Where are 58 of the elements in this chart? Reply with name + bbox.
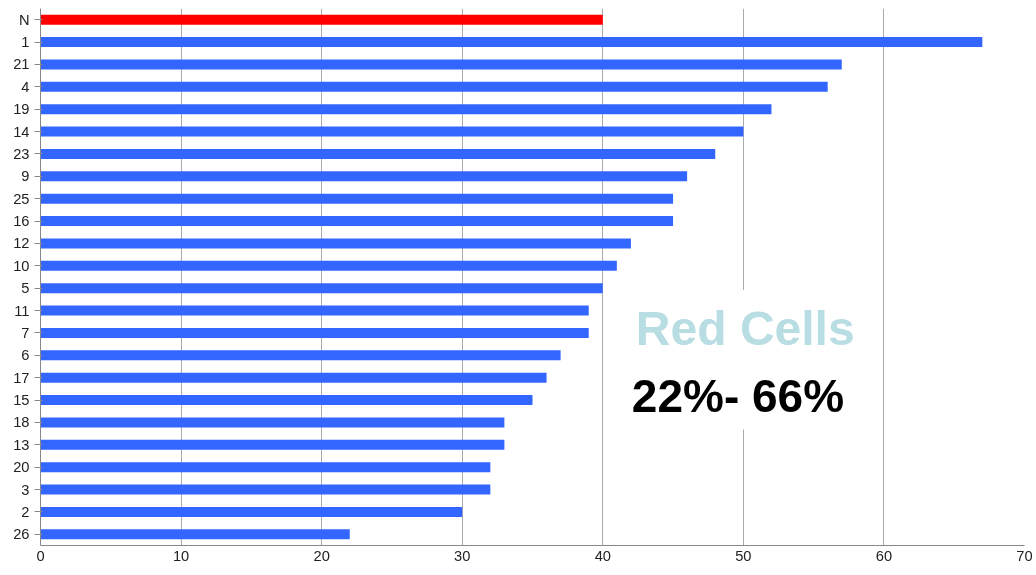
y-tick-label: 18: [13, 414, 30, 431]
y-tick-label: 21: [13, 56, 30, 73]
x-tick-label: 40: [594, 547, 611, 564]
y-tick-label: 10: [13, 257, 30, 274]
x-tick-label: 20: [313, 547, 330, 564]
y-tick-label: 13: [13, 436, 30, 453]
bar: [40, 395, 533, 406]
y-tick-label: 15: [13, 392, 30, 409]
y-tick-label: 19: [13, 101, 30, 118]
bar: [40, 37, 983, 48]
y-tick-label: 5: [21, 280, 30, 297]
bar: [40, 104, 772, 115]
bar: [40, 484, 491, 495]
y-tick-label: 16: [13, 213, 30, 230]
y-tick-label: 3: [21, 481, 30, 498]
y-tick-label: 4: [21, 78, 30, 95]
y-tick-label: 9: [21, 168, 30, 185]
bar: [40, 260, 617, 271]
bar: [40, 506, 463, 517]
bar: [40, 171, 688, 182]
y-tick-label: 17: [13, 369, 30, 386]
bar: [40, 216, 674, 227]
x-tick-label: 30: [454, 547, 471, 564]
bar: [40, 327, 589, 338]
y-tick-label: 20: [13, 459, 30, 476]
bar: [40, 372, 547, 383]
y-tick-label: 6: [21, 347, 30, 364]
x-tick-label: 0: [36, 547, 45, 564]
y-tick-label: 23: [13, 145, 30, 162]
x-tick-label: 50: [735, 547, 752, 564]
bar: [40, 417, 505, 428]
y-tick-label: 7: [21, 324, 30, 341]
bar: [40, 350, 561, 361]
y-tick-label: 26: [13, 526, 30, 543]
bar: [40, 126, 744, 137]
bar: [40, 59, 842, 70]
x-tick-label: 70: [1016, 547, 1033, 564]
annotation: Red Cells: [635, 301, 855, 355]
bar: [40, 81, 828, 92]
annotation: 22%- 66%: [631, 369, 845, 422]
y-tick-label: N: [18, 11, 30, 28]
y-tick-label: 1: [21, 34, 30, 51]
x-tick-label: 60: [875, 547, 893, 564]
y-tick-label: 12: [13, 235, 30, 252]
bar: [40, 238, 631, 249]
bar: [40, 462, 491, 473]
y-tick-label: 2: [21, 503, 30, 520]
bar: [40, 193, 674, 204]
y-tick-label: 11: [14, 302, 30, 319]
bar: [40, 14, 603, 25]
y-tick-label: 14: [13, 123, 30, 140]
y-tick-label: 25: [13, 190, 30, 207]
bar: [40, 283, 603, 294]
bar: [40, 305, 589, 316]
bar: [40, 529, 350, 540]
bar: [40, 439, 505, 450]
bar: [40, 148, 716, 159]
x-tick-label: 10: [172, 547, 190, 564]
